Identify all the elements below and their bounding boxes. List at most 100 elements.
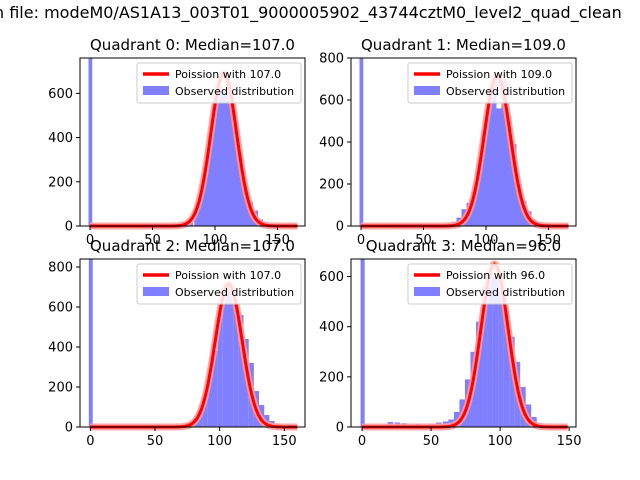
y-tick-label: 0 (65, 421, 73, 436)
hist-bar (212, 351, 218, 427)
hist-bar (503, 309, 510, 427)
legend-box (136, 263, 302, 305)
hist-bar (476, 163, 482, 226)
x-tick-label: 150 (557, 434, 582, 449)
x-tick-label: 0 (357, 233, 365, 248)
hist-bar (486, 104, 492, 226)
y-tick-label: 800 (319, 52, 344, 67)
y-tick-label: 200 (48, 175, 73, 190)
subplot-0: 0 50 100 150 0 200 400 600 Poission with 107.0 Ob… (48, 36, 306, 248)
hist-bar (88, 259, 93, 427)
hist-bar (511, 144, 517, 226)
x-tick-label: 100 (488, 434, 513, 449)
y-tick-label: 0 (336, 421, 344, 436)
y-tick-label: 600 (48, 301, 73, 316)
legend-box (407, 62, 573, 104)
hist-bar (198, 195, 203, 226)
y-tick-label: 600 (48, 87, 73, 102)
subplot-title: Quadrant 3: Median=96.0 (366, 237, 561, 255)
legend-entry: Observed distribution (175, 286, 294, 299)
hist-bar (233, 124, 238, 226)
x-tick-label: 100 (474, 233, 499, 248)
y-tick-label: 200 (48, 381, 73, 396)
legend-hist-swatch (414, 287, 440, 296)
hist-bar (360, 259, 365, 427)
x-tick-label: 50 (147, 434, 164, 449)
y-tick-label: 800 (48, 261, 73, 276)
legend-entry: Poission with 109.0 (446, 68, 552, 81)
y-tick-label: 200 (319, 370, 344, 385)
y-tick-label: 200 (319, 178, 344, 193)
hist-bar (233, 299, 239, 427)
page-title: n file: modeM0/AS1A13_003T01_9000005902_… (0, 3, 622, 22)
y-tick-label: 0 (336, 220, 344, 235)
axes-frame (79, 258, 306, 428)
x-tick-label: 100 (207, 434, 232, 449)
legend-box (407, 263, 573, 305)
hist-bar (208, 137, 213, 226)
hist-bar (516, 184, 522, 226)
hist-bar (217, 315, 223, 427)
hist-bar (359, 58, 364, 226)
hist-bar (509, 336, 515, 427)
legend-hist-swatch (143, 287, 169, 296)
axes-frame (79, 57, 306, 227)
poisson-line (90, 282, 298, 429)
legend-entry: Observed distribution (175, 85, 294, 98)
legend-entry: Poission with 107.0 (175, 269, 281, 282)
hist-bar (203, 175, 208, 226)
y-tick-label: 0 (65, 220, 73, 235)
x-tick-label: 0 (86, 434, 94, 449)
subplot-title: Quadrant 0: Median=107.0 (90, 36, 295, 54)
y-tick-label: 400 (48, 131, 73, 146)
hist-bar (496, 108, 502, 226)
subplot-title: Quadrant 2: Median=107.0 (90, 237, 295, 255)
legend-hist-swatch (414, 86, 440, 95)
legend-hist-swatch (143, 86, 169, 95)
x-tick-label: 50 (144, 233, 161, 248)
hist-bar (238, 315, 244, 427)
hist-bar (228, 97, 233, 226)
hist-bar (223, 88, 228, 227)
hist-bar (492, 276, 499, 427)
legend-entry: Poission with 107.0 (175, 68, 281, 81)
subplot-3: 0 50 100 150 0 200 400 600 Poission with 96.0 Obs… (319, 237, 581, 449)
poisson-line-glow (88, 280, 300, 431)
y-tick-label: 600 (319, 270, 344, 285)
hist-bar (471, 192, 477, 226)
x-tick-label: 50 (415, 233, 432, 248)
hist-bar (487, 271, 493, 427)
x-tick-label: 0 (86, 233, 94, 248)
x-tick-label: 0 (358, 434, 366, 449)
hist-bar (218, 86, 223, 226)
hist-bar (243, 186, 248, 226)
hist-bar (491, 79, 497, 226)
legend-entry: Observed distribution (446, 85, 565, 98)
hist-bar (238, 153, 243, 226)
legend-box (136, 62, 302, 104)
subplot-1: 0 50 100 150 0 200 400 600 800 Poission with 109.… (319, 36, 577, 248)
x-tick-label: 150 (272, 434, 297, 449)
y-tick-label: 400 (48, 341, 73, 356)
y-tick-label: 400 (319, 136, 344, 151)
hist-bar (498, 286, 504, 427)
hist-bar (475, 321, 482, 427)
hist-bar (481, 133, 487, 226)
hist-bar (88, 58, 93, 226)
hist-bar (481, 286, 488, 427)
x-tick-label: 100 (203, 233, 228, 248)
subplot-title: Quadrant 1: Median=109.0 (361, 36, 566, 54)
subplot-2: 0 50 100 150 0 200 400 600 800 Poission with 107.… (48, 237, 306, 449)
hist-bar (202, 399, 208, 427)
y-tick-label: 600 (319, 94, 344, 109)
x-tick-label: 50 (423, 434, 440, 449)
hist-bar (228, 287, 234, 427)
axes-frame (350, 258, 577, 428)
legend-entry: Observed distribution (446, 286, 565, 299)
hist-bar (501, 79, 507, 226)
hist-bar (222, 295, 228, 427)
hist-bar (213, 102, 218, 226)
x-tick-label: 150 (536, 233, 561, 248)
y-tick-label: 400 (319, 320, 344, 335)
